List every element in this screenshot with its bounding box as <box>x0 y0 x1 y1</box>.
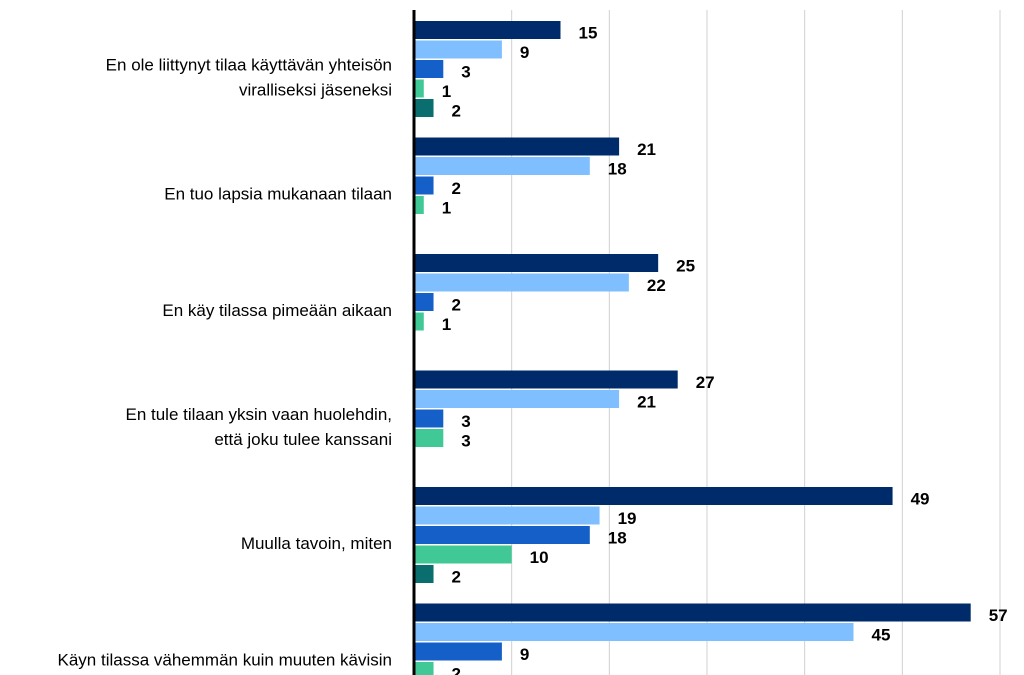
value-label: 1 <box>442 198 451 217</box>
value-label: 25 <box>676 256 695 275</box>
value-label: 2 <box>452 295 461 314</box>
value-label: 3 <box>461 412 470 431</box>
bar <box>414 273 629 292</box>
bar <box>414 157 590 175</box>
bar <box>414 60 444 78</box>
category-label-line: En tuo lapsia mukanaan tilaan <box>164 185 392 204</box>
value-label: 19 <box>618 509 637 528</box>
value-label: 1 <box>442 82 451 101</box>
value-label: 2 <box>452 179 461 198</box>
value-label: 10 <box>530 548 549 567</box>
bar <box>414 526 590 544</box>
bar <box>414 506 600 525</box>
value-label: 27 <box>696 373 715 392</box>
category-label: En ole liittynyt tilaa käyttävän yhteisö… <box>106 56 392 100</box>
bar <box>414 99 434 117</box>
value-label: 49 <box>911 489 930 508</box>
value-label: 2 <box>452 101 461 120</box>
category-label: En tule tilaan yksin vaan huolehdin, että… <box>125 405 392 449</box>
category-label-line: että joku tulee kanssani <box>214 430 392 449</box>
bar <box>414 254 659 272</box>
bar <box>414 196 424 214</box>
category-label: Muulla tavoin, miten <box>241 534 392 553</box>
value-label: 2 <box>452 567 461 586</box>
category-label: Käyn tilassa vähemmän kuin muuten kävisi… <box>58 651 393 670</box>
bar <box>414 429 444 447</box>
bar <box>414 545 512 564</box>
value-label: 2 <box>452 664 461 675</box>
bar <box>414 40 502 59</box>
value-label: 9 <box>520 43 529 62</box>
bar <box>414 176 434 195</box>
value-label: 22 <box>647 276 666 295</box>
category-label-line: En ole liittynyt tilaa käyttävän yhteisö… <box>106 56 392 75</box>
bar <box>414 390 620 408</box>
bar <box>414 409 444 428</box>
bar <box>414 642 502 661</box>
bar <box>414 21 561 39</box>
bar <box>414 487 893 505</box>
bar <box>414 662 434 675</box>
category-label-line: Käyn tilassa vähemmän kuin muuten kävisi… <box>58 651 393 670</box>
category-label: En käy tilassa pimeään aikaan <box>162 301 392 320</box>
value-label: 18 <box>608 159 627 178</box>
bar <box>414 565 434 583</box>
value-label: 57 <box>989 606 1008 625</box>
category-label-line: En käy tilassa pimeään aikaan <box>162 301 392 320</box>
bar <box>414 79 424 98</box>
bar <box>414 603 971 622</box>
value-label: 21 <box>637 140 656 159</box>
value-label: 3 <box>461 62 470 81</box>
value-label: 21 <box>637 392 656 411</box>
value-label: 15 <box>579 23 598 42</box>
category-label-line: Muulla tavoin, miten <box>241 534 392 553</box>
category-label-line: En tule tilaan yksin vaan huolehdin, <box>125 405 392 424</box>
value-label: 1 <box>442 315 451 334</box>
value-label: 18 <box>608 528 627 547</box>
category-label: En tuo lapsia mukanaan tilaan <box>164 185 392 204</box>
bar <box>414 623 854 641</box>
value-label: 45 <box>872 625 891 644</box>
value-label: 9 <box>520 645 529 664</box>
value-label: 3 <box>461 431 470 450</box>
bar <box>414 137 620 156</box>
bar <box>414 293 434 311</box>
category-label-line: viralliseksi jäseneksi <box>239 81 392 100</box>
bar <box>414 370 678 389</box>
bar <box>414 312 424 331</box>
